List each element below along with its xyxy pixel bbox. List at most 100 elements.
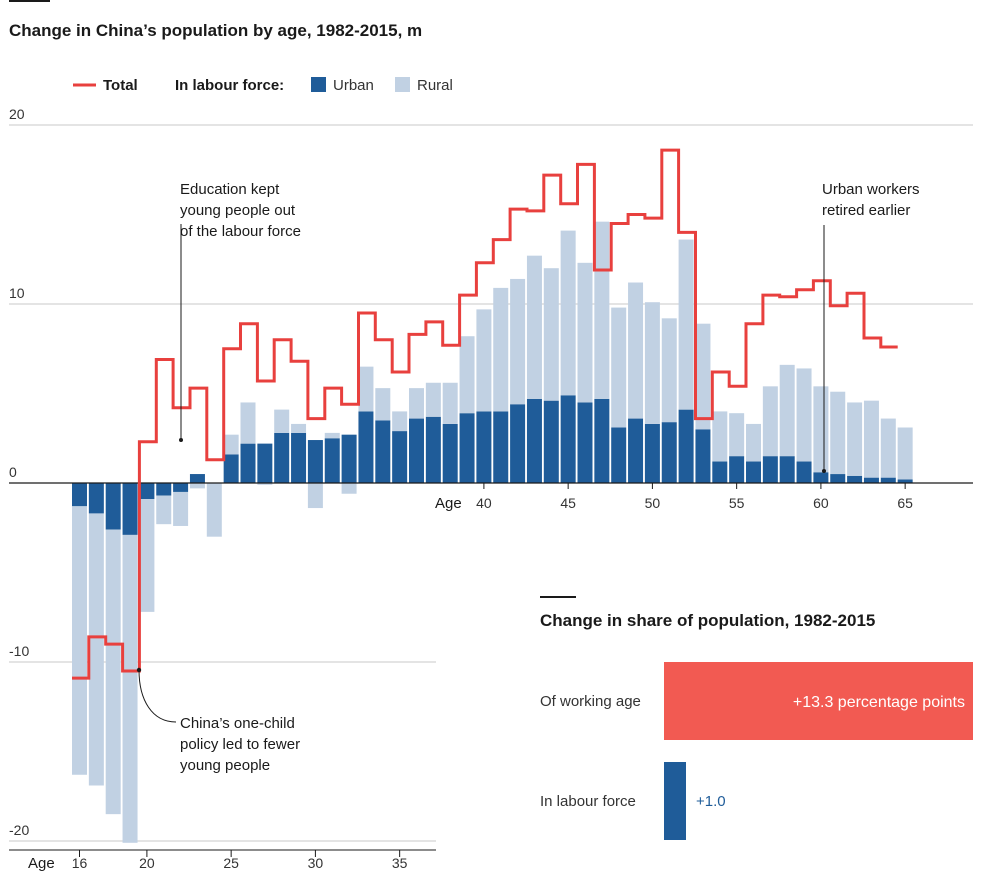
x-tick-label: 20 xyxy=(139,855,155,871)
inset-category-label: Of working age xyxy=(540,693,641,710)
urban-bar xyxy=(729,456,745,483)
rural-bar xyxy=(644,302,660,424)
legend-rural-label: Rural xyxy=(417,77,453,94)
urban-bar xyxy=(628,418,644,483)
annotation-leader xyxy=(138,669,177,723)
annotation-text: young people xyxy=(180,757,270,774)
urban-bar xyxy=(105,483,121,530)
urban-bar xyxy=(897,479,913,483)
x-axis-prefix-bottom: Age xyxy=(28,855,55,872)
rural-bar xyxy=(139,499,155,612)
annotation-text: of the labour force xyxy=(180,223,301,240)
urban-bar xyxy=(779,456,795,483)
rural-bar xyxy=(712,411,728,462)
rural-bar xyxy=(392,411,408,432)
urban-bar xyxy=(796,461,812,483)
urban-bar xyxy=(830,474,846,483)
rural-bar xyxy=(897,427,913,480)
x-tick-label: 45 xyxy=(560,495,576,511)
rural-bar xyxy=(510,278,526,405)
urban-bar xyxy=(476,411,492,483)
rural-bar xyxy=(324,432,340,439)
urban-bar xyxy=(324,438,340,483)
rural-bar xyxy=(560,230,576,396)
urban-bar xyxy=(189,474,205,483)
inset-category-label: In labour force xyxy=(540,793,636,810)
annotation-text: young people out xyxy=(180,202,296,219)
urban-bar xyxy=(307,440,323,483)
rural-bar xyxy=(762,386,778,457)
annotation-dot xyxy=(822,469,826,473)
rural-bar xyxy=(72,506,87,775)
urban-bar xyxy=(291,432,307,483)
urban-bar xyxy=(88,483,104,514)
urban-bar xyxy=(712,461,728,483)
rural-bar xyxy=(274,409,290,433)
inset-value-label: +13.3 percentage points xyxy=(793,694,965,711)
urban-bar xyxy=(611,427,627,483)
x-tick-label: 50 xyxy=(645,495,661,511)
x-axis-prefix-upper: Age xyxy=(435,495,462,512)
rural-bar xyxy=(796,368,812,462)
urban-bar xyxy=(695,429,711,483)
urban-bar xyxy=(847,475,863,483)
rural-bar xyxy=(729,413,745,457)
rural-bar xyxy=(695,323,711,430)
urban-bar xyxy=(526,398,542,483)
urban-bar xyxy=(510,404,526,483)
urban-bar xyxy=(644,423,660,483)
urban-bar xyxy=(257,443,273,483)
urban-bar xyxy=(375,420,391,483)
urban-bar xyxy=(880,477,896,483)
rural-bar xyxy=(543,268,559,401)
rural-bar xyxy=(577,262,593,403)
annotation-text: retired earlier xyxy=(822,202,910,219)
x-tick-label: 25 xyxy=(223,855,239,871)
annotation-dot xyxy=(136,667,142,673)
rural-bar xyxy=(493,287,509,412)
rural-bar xyxy=(746,423,761,462)
urban-bar xyxy=(543,400,559,483)
urban-bar xyxy=(577,402,593,483)
annotation-text: Urban workers xyxy=(822,181,920,198)
x-tick-label: 55 xyxy=(729,495,745,511)
rural-bar xyxy=(88,513,104,786)
inset-value-label: +1.0 xyxy=(696,793,726,810)
title-rule xyxy=(9,0,50,2)
legend-urban-swatch xyxy=(311,77,326,92)
urban-bar xyxy=(746,461,761,483)
rural-bar xyxy=(830,391,846,475)
urban-bar xyxy=(240,443,256,483)
rural-bar xyxy=(409,388,424,419)
rural-bar xyxy=(863,400,879,478)
x-tick-label: 35 xyxy=(392,855,408,871)
annotation-dot xyxy=(179,438,183,442)
rural-bar xyxy=(206,483,222,537)
y-tick-label: 0 xyxy=(9,464,17,480)
annotation-text: Education kept xyxy=(180,181,280,198)
legend-total-label: Total xyxy=(103,77,138,94)
urban-bar xyxy=(594,398,610,483)
urban-bar xyxy=(173,483,189,492)
urban-bar xyxy=(442,423,458,483)
urban-bar xyxy=(425,416,441,483)
rural-bar xyxy=(442,382,458,424)
legend-group-label: In labour force: xyxy=(175,77,284,94)
x-tick-label: 30 xyxy=(308,855,324,871)
urban-bar xyxy=(156,483,172,496)
rural-bar xyxy=(526,255,542,399)
y-tick-label: -10 xyxy=(9,643,29,659)
urban-bar xyxy=(409,418,424,483)
total-line xyxy=(72,148,898,680)
legend-rural-swatch xyxy=(395,77,410,92)
inset-title: Change in share of population, 1982-2015 xyxy=(540,611,875,630)
urban-bar xyxy=(223,454,239,483)
x-tick-label: 16 xyxy=(72,855,88,871)
rural-bar xyxy=(594,221,610,399)
rural-bar xyxy=(105,529,121,815)
rural-bar xyxy=(173,491,189,526)
urban-bar xyxy=(560,395,576,483)
annotation-text: policy led to fewer xyxy=(180,736,300,753)
rural-bar xyxy=(678,239,694,410)
